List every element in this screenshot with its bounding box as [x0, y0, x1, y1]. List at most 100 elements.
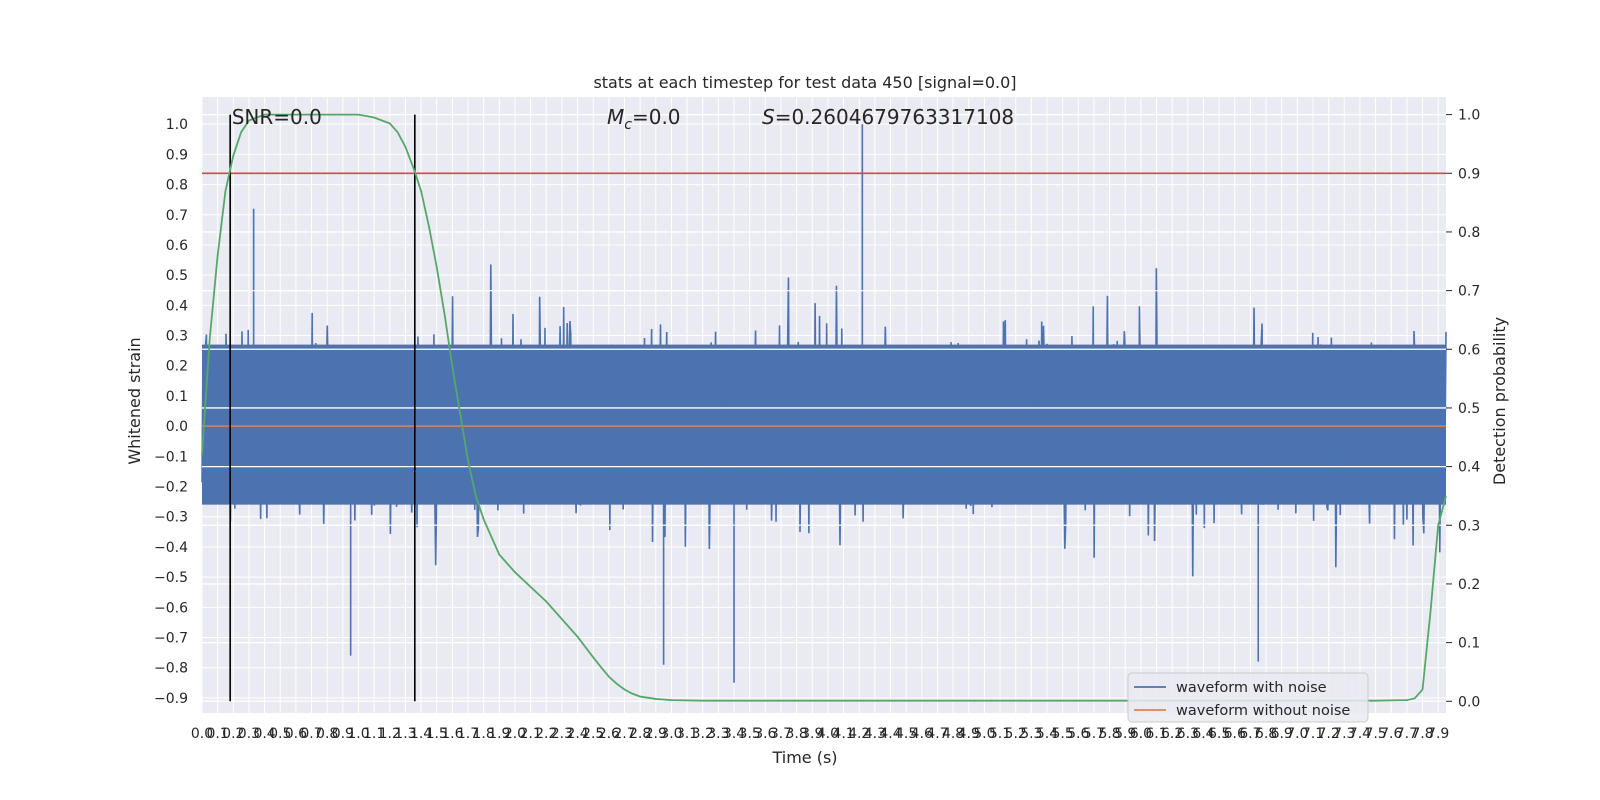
y-tick-label: −0.8 — [154, 661, 188, 677]
y-tick-label: 0.1 — [166, 389, 188, 405]
y-tick-label: 0.5 — [166, 268, 188, 284]
x-tick-label: 1.1 — [363, 726, 385, 742]
x-tick-label: 2.1 — [519, 726, 541, 742]
x-tick-label: 1.9 — [488, 726, 510, 742]
y2-tick-label: 0.8 — [1458, 225, 1480, 241]
x-tick-label: 4.9 — [958, 726, 980, 742]
x-tick-label: 1.6 — [441, 726, 463, 742]
x-tick-label: 1.7 — [457, 726, 479, 742]
x-tick-label: 4.1 — [832, 726, 854, 742]
x-tick-label: 6.7 — [1239, 726, 1261, 742]
x-tick-label: 3.2 — [692, 726, 714, 742]
x-tick-label: 4.6 — [911, 726, 933, 742]
x-tick-label: 6.2 — [1161, 726, 1183, 742]
y-tick-label: 0.7 — [166, 208, 188, 224]
x-tick-label: 6.5 — [1208, 726, 1230, 742]
x-tick-label: 3.7 — [770, 726, 792, 742]
x-tick-label: 6.8 — [1255, 726, 1277, 742]
y-tick-label: 0.9 — [166, 147, 188, 163]
x-tick-label: 5.0 — [973, 726, 995, 742]
series-detection-probability — [201, 113, 1447, 702]
y-tick-label: 0.6 — [166, 238, 188, 254]
series-waveform-with-noise — [201, 124, 1447, 683]
x-tick-label: 4.8 — [942, 726, 964, 742]
x-tick-label: 3.5 — [739, 726, 761, 742]
x-tick-label: 7.6 — [1380, 726, 1402, 742]
x-tick-label: 5.4 — [1036, 726, 1058, 742]
x-tick-label: 5.6 — [1067, 726, 1089, 742]
x-tick-label: 2.4 — [566, 726, 588, 742]
x-tick-label: 7.4 — [1349, 726, 1371, 742]
x-tick-label: 3.0 — [660, 726, 682, 742]
y-tick-label: −0.3 — [154, 510, 188, 526]
x-tick-label: 2.2 — [535, 726, 557, 742]
x-tick-label: 1.3 — [394, 726, 416, 742]
x-tick-label: 0.6 — [285, 726, 307, 742]
x-tick-label: 2.7 — [613, 726, 635, 742]
x-tick-label: 3.8 — [785, 726, 807, 742]
x-tick-label: 7.9 — [1427, 726, 1449, 742]
y-tick-label: −0.2 — [154, 480, 188, 496]
y-tick-label: 0.2 — [166, 359, 188, 375]
x-tick-label: 7.1 — [1302, 726, 1324, 742]
y2-tick-label: 0.3 — [1458, 518, 1480, 534]
x-tick-label: 3.1 — [676, 726, 698, 742]
x-tick-label: 3.6 — [754, 726, 776, 742]
x-tick-label: 4.5 — [895, 726, 917, 742]
x-tick-label: 1.4 — [410, 726, 432, 742]
legend-label-with-noise: waveform with noise — [1176, 680, 1327, 696]
x-tick-label: 0.1 — [207, 726, 229, 742]
y-tick-label: 0.4 — [166, 298, 188, 314]
x-tick-label: 4.3 — [864, 726, 886, 742]
x-tick-label: 6.1 — [1145, 726, 1167, 742]
x-tick-label: 2.8 — [629, 726, 651, 742]
x-tick-label: 1.5 — [426, 726, 448, 742]
y-tick-label: −0.9 — [154, 691, 188, 707]
x-tick-label: 0.0 — [191, 726, 213, 742]
x-tick-label: 6.6 — [1224, 726, 1246, 742]
x-tick-label: 4.0 — [817, 726, 839, 742]
x-tick-label: 3.4 — [723, 726, 745, 742]
x-tick-label: 2.0 — [504, 726, 526, 742]
x-tick-label: 4.2 — [848, 726, 870, 742]
x-tick-label: 7.5 — [1364, 726, 1386, 742]
y2-tick-label: 0.0 — [1458, 694, 1480, 710]
x-tick-label: 0.2 — [222, 726, 244, 742]
x-tick-label: 0.7 — [300, 726, 322, 742]
y-tick-label: −0.6 — [154, 600, 188, 616]
x-tick-label: 3.3 — [707, 726, 729, 742]
x-tick-label: 4.7 — [926, 726, 948, 742]
x-tick-label: 4.4 — [879, 726, 901, 742]
x-tick-label: 0.4 — [253, 726, 275, 742]
x-tick-label: 0.5 — [269, 726, 291, 742]
x-tick-label: 1.2 — [379, 726, 401, 742]
y-tick-label: 0.0 — [166, 419, 188, 435]
chart-title: stats at each timestep for test data 450… — [593, 73, 1016, 92]
x-tick-label: 6.4 — [1192, 726, 1214, 742]
snr-annotation: SNR=0.0 — [232, 105, 322, 129]
chirp-mass-annotation: Mc=0.0 — [607, 105, 681, 133]
y2-tick-label: 0.6 — [1458, 342, 1480, 358]
x-tick-label: 7.2 — [1318, 726, 1340, 742]
x-tick-label: 1.8 — [473, 726, 495, 742]
x-tick-label: 5.5 — [1051, 726, 1073, 742]
y-tick-label: 0.3 — [166, 329, 188, 345]
x-tick-label: 5.3 — [1020, 726, 1042, 742]
x-tick-label: 6.3 — [1177, 726, 1199, 742]
x-tick-label: 2.5 — [582, 726, 604, 742]
y2-axis-label: Detection probability — [1490, 317, 1509, 485]
y-tick-label: −0.1 — [154, 449, 188, 465]
y2-tick-label: 0.9 — [1458, 166, 1480, 182]
x-tick-label: 5.9 — [1114, 726, 1136, 742]
x-tick-label: 6.0 — [1130, 726, 1152, 742]
x-tick-label: 5.7 — [1083, 726, 1105, 742]
x-tick-label: 7.0 — [1286, 726, 1308, 742]
legend-label-without-noise: waveform without noise — [1176, 703, 1350, 719]
x-tick-label: 1.0 — [347, 726, 369, 742]
x-tick-label: 5.1 — [989, 726, 1011, 742]
y-tick-label: −0.4 — [154, 540, 188, 556]
x-tick-label: 2.9 — [645, 726, 667, 742]
x-tick-label: 2.3 — [551, 726, 573, 742]
y2-tick-label: 0.4 — [1458, 460, 1480, 476]
